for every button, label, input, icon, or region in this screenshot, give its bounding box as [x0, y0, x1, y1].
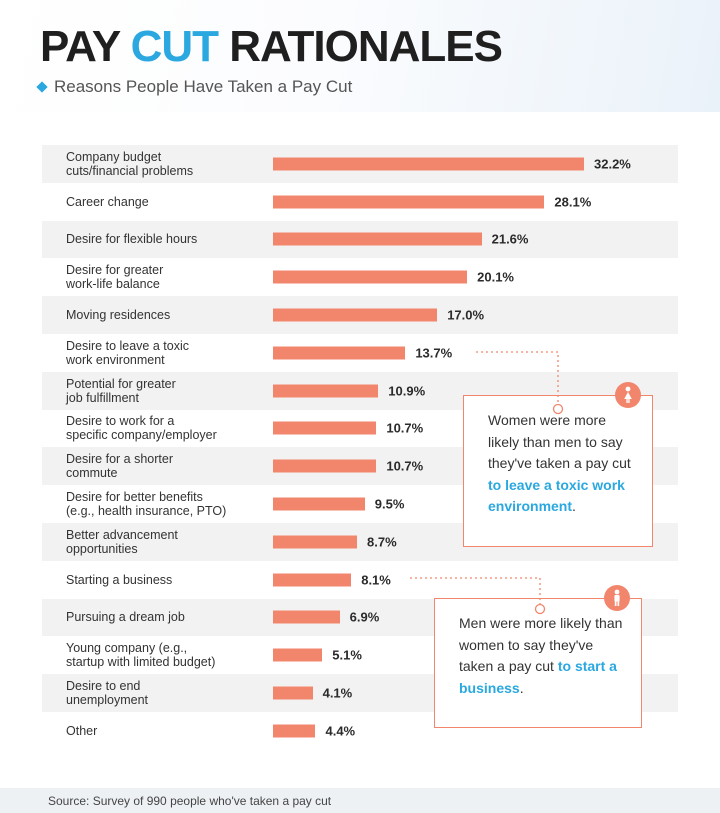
bar — [273, 497, 365, 511]
category-label: Desire to leave a toxic work environment — [66, 338, 189, 367]
category-label: Company budget cuts/financial problems — [66, 149, 194, 178]
title-part-1: PAY — [40, 22, 131, 71]
bar-value-label: 21.6% — [491, 231, 529, 247]
male-icon — [604, 585, 630, 611]
bar — [273, 157, 584, 171]
category-label: Better advancement opportunities — [66, 527, 178, 556]
source-note: Source: Survey of 990 people who've take… — [0, 788, 720, 813]
category-label: Starting a business — [66, 572, 173, 587]
chart-row: Moving residences 17.0% — [42, 296, 678, 334]
category-label: Career change — [66, 194, 149, 209]
category-label: Desire for a shorter commute — [66, 452, 173, 481]
chart-row: Starting a business 8.1% — [42, 561, 678, 599]
bar-value-label: 10.9% — [388, 383, 426, 399]
chart-row: Desire for greater work-life balance 20.1… — [42, 258, 678, 296]
chart-row: Desire for flexible hours 21.6% — [42, 220, 678, 259]
bar — [273, 535, 358, 549]
chart-row: Desire to work for a specific company/em… — [42, 410, 678, 448]
callout-men-end: . — [519, 679, 524, 696]
chart-row: Desire to leave a toxic work environment… — [42, 334, 678, 372]
bar — [273, 573, 352, 587]
subtitle: Reasons People Have Taken a Pay Cut — [36, 77, 353, 97]
bar — [273, 648, 323, 662]
category-label: Desire for flexible hours — [66, 232, 198, 247]
category-label: Desire for better benefits (e.g., health… — [66, 490, 227, 519]
subtitle-text: Reasons People Have Taken a Pay Cut — [54, 77, 353, 96]
bar-value-label: 28.1% — [554, 194, 592, 210]
bar-value-label: 4.1% — [322, 685, 353, 701]
callout-women-highlight: to leave a toxic work environment — [488, 476, 625, 515]
bar-value-label: 8.1% — [361, 572, 391, 588]
category-label: Moving residences — [66, 308, 171, 323]
callout-women-text: Women were more likely than men to say t… — [488, 412, 631, 471]
bar — [273, 459, 377, 473]
category-label: Other — [66, 723, 98, 738]
bar — [273, 421, 377, 435]
bar-value-label: 10.7% — [386, 458, 424, 474]
bar — [273, 195, 545, 209]
bar-value-label: 17.0% — [447, 307, 485, 323]
bar — [273, 232, 482, 246]
bar — [273, 610, 340, 624]
callout-women: Women were more likely than men to say t… — [463, 395, 653, 547]
category-label: Desire to work for a specific company/em… — [66, 414, 217, 443]
bar-value-label: 13.7% — [415, 345, 453, 361]
bar — [273, 724, 316, 738]
category-label: Desire to end unemployment — [66, 679, 148, 708]
chart-row: Young company (e.g., startup with limite… — [42, 636, 678, 674]
chart-row: Desire for better benefits (e.g., health… — [42, 485, 678, 523]
category-label: Pursuing a dream job — [66, 610, 185, 625]
category-label: Young company (e.g., startup with limite… — [66, 641, 216, 670]
callout-men-highlight: to start a business — [459, 658, 617, 696]
bar — [273, 686, 313, 700]
bar-value-label: 8.7% — [367, 534, 397, 550]
title-part-2: RATIONALES — [218, 22, 503, 71]
bar-value-label: 32.2% — [594, 156, 631, 172]
bar-value-label: 4.4% — [325, 723, 356, 739]
female-icon — [615, 382, 641, 408]
bar — [273, 346, 406, 360]
chart-row: Company budget cuts/financial problems 32… — [42, 145, 678, 183]
title-accent: CUT — [130, 22, 219, 71]
callout-women-end: . — [572, 498, 576, 514]
diamond-bullet-icon — [36, 81, 48, 93]
bar-value-label: 5.1% — [332, 647, 362, 663]
header: PAY CUT RATIONALES Reasons People Have T… — [0, 0, 720, 112]
bar-value-label: 10.7% — [386, 420, 424, 436]
category-label: Potential for greater job fulfillment — [66, 376, 176, 405]
callout-men-text: Men were more likely than women to say t… — [459, 615, 623, 674]
callout-men: Men were more likely than women to say t… — [434, 598, 642, 728]
category-label: Desire for greater work-life balance — [66, 263, 164, 292]
chart-row: Other 4.4% — [42, 712, 678, 750]
bar-value-label: 20.1% — [477, 269, 514, 285]
bar — [273, 308, 438, 322]
bar-value-label: 6.9% — [349, 609, 380, 625]
bar — [273, 384, 379, 398]
chart-row: Career change 28.1% — [42, 183, 678, 221]
bar-value-label: 9.5% — [374, 496, 405, 512]
bar — [273, 270, 468, 284]
page-title: PAY CUT RATIONALES — [40, 22, 503, 72]
